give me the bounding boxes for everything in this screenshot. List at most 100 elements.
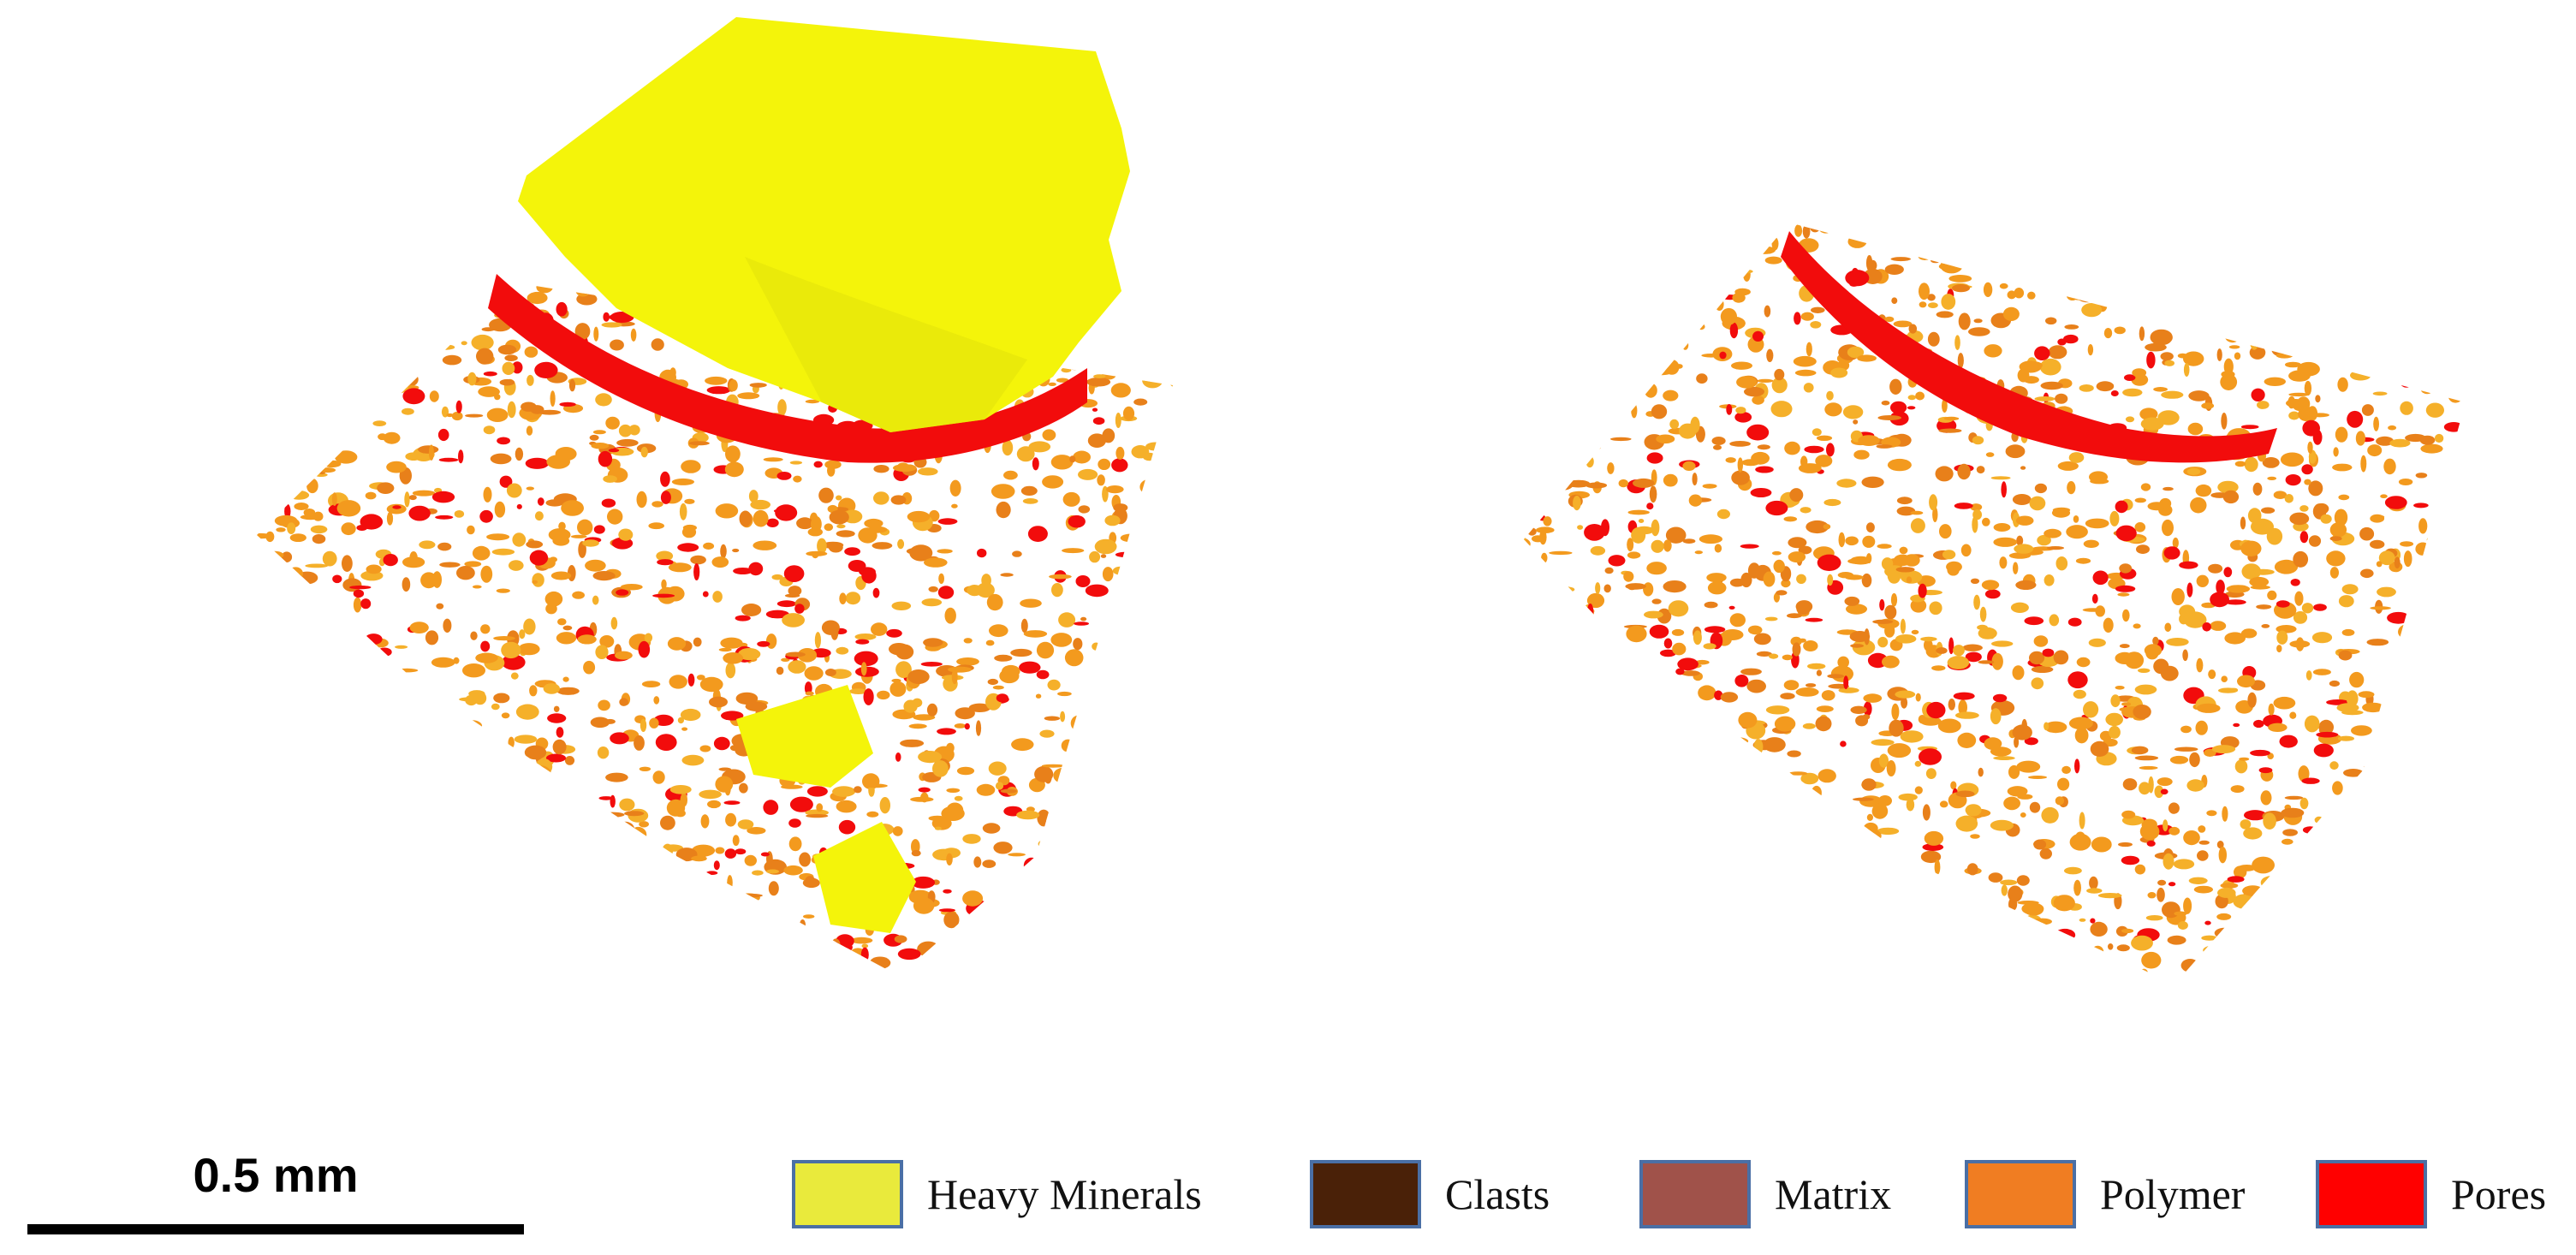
polymer-speck <box>451 111 470 116</box>
polymer-speck <box>1993 523 2011 532</box>
polymer-speck <box>592 900 606 917</box>
polymer-speck <box>1160 45 1182 60</box>
polymer-speck <box>2485 39 2491 51</box>
polymer-speck <box>2270 92 2290 106</box>
pore-speck <box>1984 181 2002 197</box>
polymer-speck <box>1556 841 1570 857</box>
polymer-speck <box>2465 755 2466 770</box>
polymer-speck <box>340 970 363 975</box>
polymer-speck <box>232 16 242 32</box>
polymer-speck <box>592 430 606 435</box>
pore-speck <box>467 103 473 118</box>
polymer-speck <box>2383 87 2395 92</box>
pore-speck <box>813 461 823 468</box>
polymer-speck <box>2466 623 2485 631</box>
polymer-speck <box>2015 515 2034 526</box>
polymer-speck <box>1675 116 1682 122</box>
polymer-speck <box>2191 261 2198 269</box>
polymer-speck <box>322 903 331 908</box>
pore-speck <box>766 518 779 527</box>
polymer-speck <box>1704 601 1718 609</box>
pore-speck <box>1572 223 1585 229</box>
polymer-speck <box>1110 752 1121 765</box>
polymer-speck <box>1817 886 1833 895</box>
pore-speck <box>1778 913 1785 920</box>
polymer-speck <box>366 0 380 7</box>
polymer-speck <box>276 0 293 9</box>
pore-speck <box>431 243 453 250</box>
polymer-speck <box>2288 411 2300 420</box>
polymer-speck <box>2441 865 2458 882</box>
pore-speck <box>2186 582 2193 598</box>
polymer-speck <box>2415 863 2422 875</box>
polymer-speck <box>2276 630 2288 645</box>
polymer-speck <box>1970 1019 1991 1022</box>
polymer-speck <box>1784 441 1800 455</box>
pore-speck <box>2398 720 2409 729</box>
polymer-speck <box>2435 1000 2455 1010</box>
polymer-speck <box>2085 518 2109 529</box>
polymer-speck <box>1983 282 1993 297</box>
polymer-speck <box>2464 424 2466 432</box>
polymer-speck <box>2290 920 2305 937</box>
polymer-speck <box>1183 192 1192 198</box>
polymer-speck <box>660 915 679 931</box>
polymer-speck <box>468 742 479 758</box>
polymer-speck <box>1591 8 1604 18</box>
polymer-speck <box>1133 198 1148 202</box>
polymer-speck <box>1713 753 1730 759</box>
polymer-speck <box>1757 116 1770 125</box>
polymer-speck <box>1102 567 1114 582</box>
polymer-speck <box>1524 320 1541 336</box>
polymer-speck <box>1705 0 1713 8</box>
polymer-speck <box>1695 193 1704 205</box>
polymer-speck <box>2156 182 2174 187</box>
polymer-speck <box>788 836 802 852</box>
polymer-speck <box>681 727 688 731</box>
polymer-speck <box>640 718 647 732</box>
polymer-speck <box>245 143 259 149</box>
polymer-speck <box>1906 180 1927 192</box>
polymer-speck <box>291 914 310 931</box>
polymer-speck <box>552 283 559 288</box>
polymer-speck <box>278 95 293 100</box>
polymer-speck <box>848 993 859 1008</box>
polymer-speck <box>1179 523 1187 534</box>
polymer-speck <box>495 12 514 27</box>
polymer-speck <box>347 277 366 280</box>
polymer-speck <box>1562 734 1571 748</box>
polymer-speck <box>1603 584 1611 593</box>
polymer-speck <box>2395 283 2403 293</box>
pore-speck <box>441 312 453 324</box>
pore-speck <box>2418 347 2424 354</box>
polymer-speck <box>1507 853 1519 862</box>
polymer-speck <box>2441 780 2453 786</box>
polymer-speck <box>599 635 615 648</box>
pore-speck <box>854 651 878 667</box>
polymer-speck <box>696 675 705 681</box>
pore-speck <box>2434 386 2454 392</box>
polymer-speck <box>1631 403 1638 419</box>
polymer-speck <box>281 551 293 562</box>
polymer-speck <box>2317 0 2340 6</box>
polymer-speck <box>1708 195 1722 210</box>
polymer-speck <box>264 792 287 801</box>
polymer-speck <box>2005 444 2026 459</box>
polymer-speck <box>1211 664 1225 672</box>
polymer-speck <box>365 491 377 500</box>
pore-speck <box>2279 735 2298 748</box>
polymer-speck <box>1608 324 1621 335</box>
pore-speck <box>2313 215 2336 222</box>
polymer-speck <box>474 175 480 183</box>
polymer-speck <box>275 261 295 273</box>
polymer-speck <box>2442 15 2451 21</box>
polymer-speck <box>2436 223 2457 230</box>
polymer-speck <box>1056 378 1069 383</box>
polymer-speck <box>913 897 935 914</box>
polymer-speck <box>651 501 663 508</box>
pore-speck <box>479 509 493 523</box>
polymer-speck <box>2023 376 2039 384</box>
polymer-speck <box>1866 87 1884 94</box>
pore-speck <box>1208 760 1229 770</box>
polymer-speck <box>2027 776 2048 779</box>
